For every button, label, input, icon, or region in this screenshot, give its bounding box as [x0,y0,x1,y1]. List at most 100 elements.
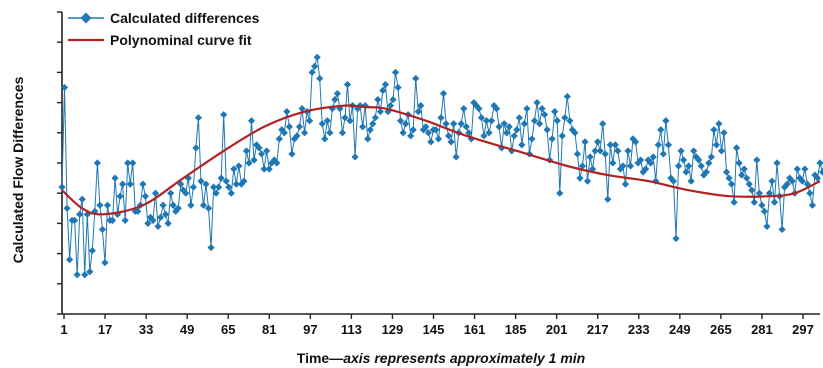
data-point-marker [396,117,405,125]
data-point-marker [477,114,486,122]
data-point-marker [786,174,794,182]
data-point-marker [770,198,779,206]
data-point-marker [263,147,271,155]
data-point-marker [695,156,703,164]
data-point-marker [495,123,503,131]
data-point-marker [306,117,314,125]
data-point-marker [685,162,693,170]
data-point-marker [270,156,278,164]
data-point-marker [513,126,521,134]
data-point-marker [255,144,263,152]
data-point-marker [139,180,147,188]
data-point-marker [93,159,101,167]
data-point-marker [78,195,86,203]
x-ticks: 1 17 33 49 65 81 97 113 129 145 161 185 201 217 233 249… [60,314,814,337]
data-point-marker [242,147,251,155]
data-point-marker [563,92,571,101]
data-point-marker [720,129,728,137]
data-point-marker [631,138,640,146]
legend-label-calculated-differences: Calculated differences [110,10,260,26]
data-point-marker [280,129,288,137]
data-point-marker [232,180,240,188]
legend: Calculated differences Polynominal curve… [68,10,260,48]
data-point-marker [338,129,347,137]
data-point-marker [371,114,379,122]
data-point-marker [346,117,354,125]
data-point-marker [343,80,352,89]
x-tick-label: 17 [98,322,112,337]
data-point-marker [614,147,622,155]
data-point-marker [409,126,417,134]
data-point-marker [556,189,564,197]
x-tick-label: 129 [382,322,404,337]
data-point-marker [528,135,536,143]
data-point-marker [447,138,455,146]
data-point-marker [740,165,748,173]
data-point-marker [743,174,751,182]
data-point-marker [725,174,733,182]
data-point-marker [386,102,395,110]
data-point-marker [419,126,427,134]
data-point-marker [669,177,678,185]
data-point-marker [727,180,736,188]
data-point-marker [86,268,94,276]
data-point-marker [717,147,726,155]
data-point-marker [288,150,296,158]
data-point-marker [444,132,453,140]
data-point-marker [58,183,66,191]
data-point-marker [551,108,559,116]
data-point-marker [417,102,425,110]
data-point-marker [245,159,253,167]
data-point-marker [760,207,769,215]
x-axis-title: Time—axis represents approximately 1 min [297,350,585,366]
data-point-marker [813,174,822,182]
data-point-marker [611,141,619,149]
data-point-marker [606,141,614,149]
data-point-marker [129,159,137,167]
data-point-marker [321,135,329,143]
data-point-marker [316,74,324,83]
x-tick-label: 81 [262,322,276,337]
data-point-marker [103,201,112,209]
data-point-marker [783,180,791,188]
data-point-marker [664,141,672,149]
data-point-marker [773,159,781,167]
data-point-marker [432,126,440,134]
data-point-marker [111,174,119,182]
data-point-marker [391,68,400,76]
data-point-marker [260,165,268,173]
data-point-marker [235,162,243,170]
data-point-marker [240,177,248,185]
data-point-marker [202,180,210,188]
data-point-marker [182,189,190,197]
x-tick-label: 281 [751,322,773,337]
data-point-marker [538,105,546,113]
data-point-marker [96,201,104,209]
legend-item-calculated-differences: Calculated differences [68,10,260,26]
data-point-marker [199,201,208,209]
data-point-marker [707,153,715,161]
data-point-marker [379,86,387,95]
y-axis-title: Calculated Flow Differences [10,76,26,263]
data-point-marker [273,159,281,167]
polynominal-curve-fit-line [61,104,821,216]
data-point-marker [450,120,458,128]
data-point-marker [500,120,508,128]
data-point-marker [427,138,435,146]
data-point-marker [748,186,756,194]
data-point-marker [207,243,215,252]
data-point-marker [781,183,789,191]
data-point-marker [672,234,680,243]
data-point-marker [439,89,448,98]
data-point-marker [505,123,513,131]
data-point-marker [336,105,344,113]
data-point-marker [811,171,819,179]
data-point-marker [88,246,96,255]
data-point-marker [119,180,127,188]
data-point-marker [124,159,132,167]
data-point-marker [295,123,304,131]
data-point-marker [154,222,162,231]
data-point-marker [151,189,160,197]
data-point-marker [300,129,309,137]
data-point-marker [351,153,359,161]
